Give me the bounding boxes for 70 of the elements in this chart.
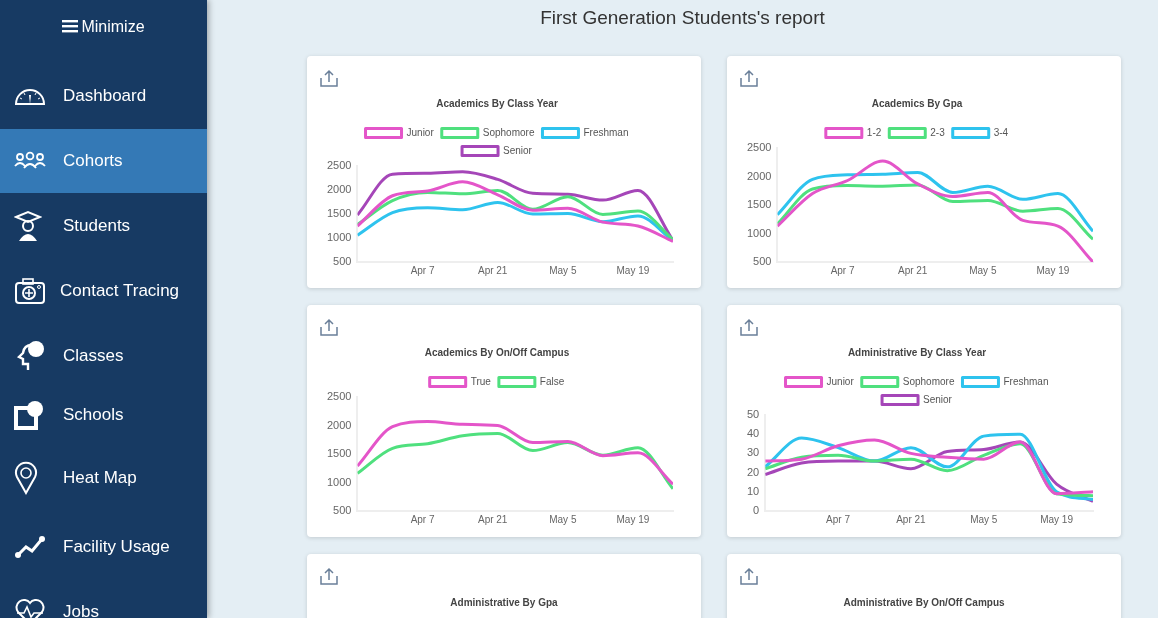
x-tick-label: May 5 [549,264,577,276]
y-tick-label: 20 [746,465,760,478]
y-tick-label: 50 [746,408,760,421]
text: Jobs [63,602,99,618]
y-tick-label: 1000 [326,231,352,244]
chart-title: Academics By On/Off Campus [424,346,570,358]
x-tick-label: Apr 21 [477,264,508,276]
text: First Generation Students's report [539,7,826,29]
text: Classes [63,346,124,366]
line-series [357,420,673,486]
text: Administrative By On/Off Campus [842,597,1006,608]
legend-label: Freshman [1003,375,1049,387]
x-tick-label: Apr 7 [830,264,855,276]
y-tick-label: 500 [333,255,352,268]
y-tick-label: 2500 [326,159,352,172]
text: Administrative By Gpa [449,597,559,608]
chart-title: Administrative By Class Year [847,346,987,358]
y-tick-label: 2000 [746,169,772,182]
line-series [777,171,1093,233]
x-tick-label: May 19 [1040,513,1074,525]
line-series [357,180,673,243]
legend-label: 3-4 [993,126,1009,138]
x-tick-label: May 5 [969,264,997,276]
legend-label: 1-2 [866,126,882,138]
legend-label: 2-3 [930,126,946,138]
legend-label: Freshman [583,126,629,138]
y-tick-label: 2500 [326,390,352,403]
text: Students [63,216,131,236]
x-tick-label: Apr 7 [826,513,851,525]
legend-label: True [470,375,492,387]
legend-label: Sophomore [482,126,535,138]
x-tick-label: Apr 7 [410,513,435,525]
x-tick-label: Apr 7 [410,264,435,276]
y-tick-label: 1000 [746,226,772,239]
chart-title: Academics By Class Year [436,97,558,109]
y-tick-label: 1500 [326,207,352,220]
y-tick-label: 500 [753,255,772,268]
y-tick-label: 10 [746,484,760,497]
x-tick-label: May 5 [970,513,998,525]
y-tick-label: 30 [746,446,760,459]
x-tick-label: May 19 [1036,264,1070,276]
y-tick-label: 1500 [746,198,772,211]
y-tick-label: 1500 [326,447,352,460]
x-tick-label: May 5 [549,513,577,525]
x-tick-label: Apr 21 [896,513,927,525]
text: Heat Map [63,468,137,488]
legend-label: False [539,375,565,387]
y-tick-label: 2500 [746,141,772,154]
text: Cohorts [63,151,123,171]
legend-label: Senior [923,393,953,405]
text: Contact Tracing [60,281,180,301]
text: Minimize [81,18,145,35]
text: Schools [63,405,124,425]
y-tick-label: 2000 [326,183,352,196]
y-tick-label: 40 [746,427,760,440]
x-tick-label: May 19 [616,513,650,525]
y-tick-label: 0 [753,504,760,517]
legend-label: Junior [826,375,855,387]
legend-label: Sophomore [902,375,955,387]
legend-label: Junior [406,126,435,138]
x-tick-label: Apr 21 [897,264,928,276]
text: Dashboard [63,86,147,106]
y-tick-label: 500 [333,504,352,517]
chart-title: Academics By Gpa [871,97,963,109]
text: Facility Usage [63,537,170,557]
x-tick-label: Apr 21 [477,513,508,525]
legend-label: Senior [503,144,533,156]
x-tick-label: May 19 [616,264,650,276]
y-tick-label: 2000 [326,418,352,431]
y-tick-label: 1000 [326,475,352,488]
